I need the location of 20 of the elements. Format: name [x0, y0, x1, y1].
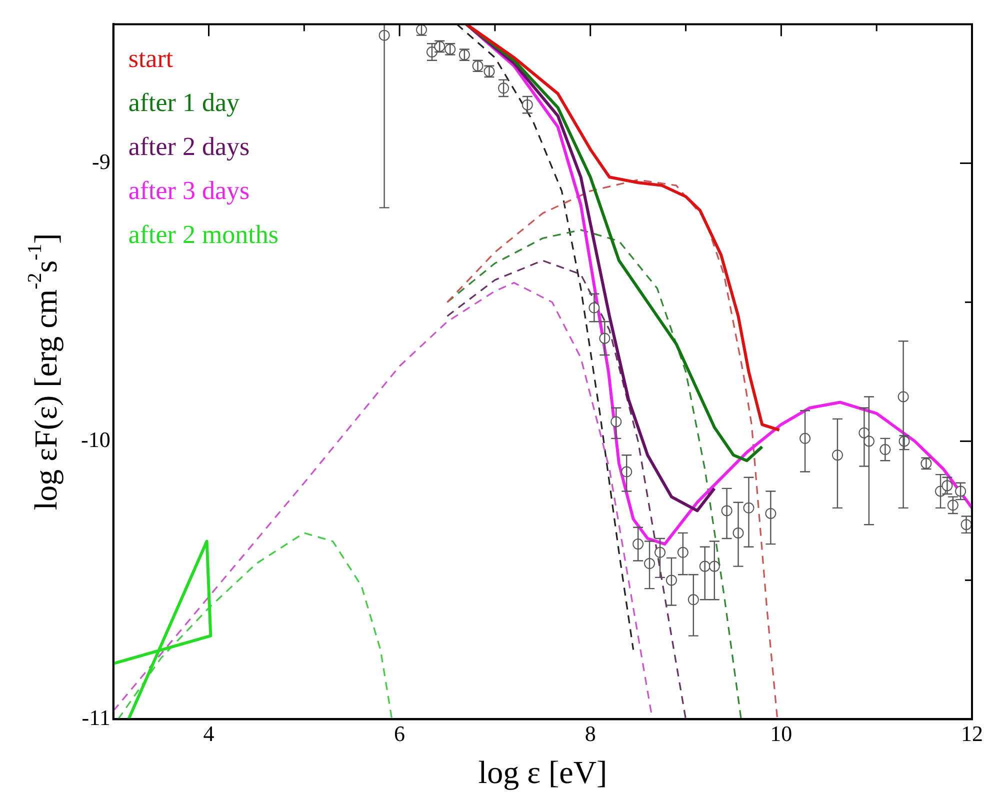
x-tick-label: 6 [394, 721, 406, 746]
x-tick-label: 12 [961, 721, 983, 746]
line-series [456, 24, 634, 650]
x-tick-label: 4 [203, 721, 214, 746]
line-series [117, 532, 393, 720]
line-series [446, 229, 742, 720]
y-tick-label: -11 [82, 704, 110, 730]
line-series [446, 260, 687, 720]
text: start [128, 44, 174, 74]
line-series [446, 179, 778, 720]
x-tick-label: 10 [770, 721, 792, 746]
text: after 1 day [128, 88, 240, 118]
y-tick-label: -10 [81, 426, 110, 452]
text: after 3 days [128, 176, 250, 206]
x-tick-label: 8 [584, 721, 596, 746]
y-tick-label: -9 [92, 148, 110, 174]
text: after 2 months [128, 220, 279, 250]
x-axis-title: log ε [eV] [478, 754, 608, 790]
text: after 2 days [128, 132, 250, 162]
y-axis-title: log εF(ε) [erg cm-2s-1] [24, 233, 64, 510]
